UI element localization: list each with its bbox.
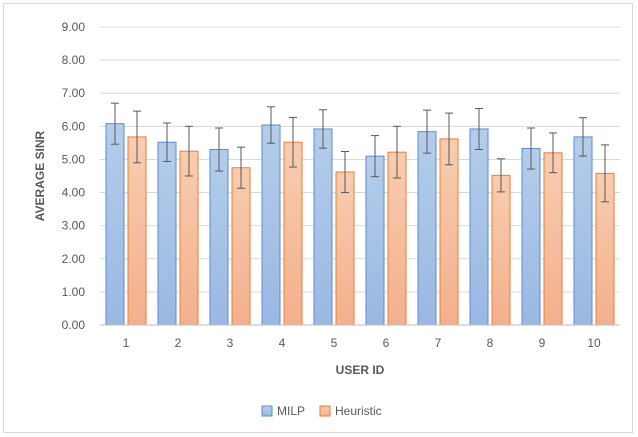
error-bar-heuristic-4 [289, 116, 297, 168]
bar-milp-10 [573, 136, 593, 326]
bar-heuristic-1 [127, 136, 147, 326]
x-tick-label: 2 [175, 336, 182, 350]
bar-milp-3 [209, 149, 229, 326]
y-tick-label: 2.00 [62, 252, 86, 266]
error-bar-milp-7 [423, 109, 431, 154]
error-bar-heuristic-9 [549, 132, 557, 174]
error-bar-heuristic-10 [601, 144, 609, 203]
bar-milp-4 [261, 124, 281, 326]
x-tick-label: 6 [383, 336, 390, 350]
error-bar-milp-6 [371, 135, 379, 178]
y-axis-title: AVERAGE SINR [33, 130, 47, 221]
error-bar-heuristic-7 [445, 112, 453, 166]
bar-heuristic-3 [231, 167, 251, 326]
legend: MILP Heuristic [261, 404, 382, 418]
error-bars [111, 102, 609, 203]
legend-label: Heuristic [335, 404, 382, 418]
bar-heuristic-5 [335, 171, 355, 326]
x-tick-label: 8 [487, 336, 494, 350]
y-tick-label: 9.00 [62, 20, 86, 34]
bar-heuristic-4 [283, 141, 303, 326]
x-tick-label: 4 [279, 336, 286, 350]
y-tick-label: 7.00 [62, 86, 86, 100]
error-bar-milp-5 [319, 109, 327, 149]
bar-heuristic-8 [491, 174, 511, 326]
error-bar-milp-4 [267, 106, 275, 144]
x-tick-label: 7 [435, 336, 442, 350]
bar-milp-8 [469, 128, 489, 326]
x-tick-label: 9 [539, 336, 546, 350]
error-bar-heuristic-8 [497, 158, 505, 193]
y-tick-label: 5.00 [62, 152, 86, 166]
legend-label: MILP [277, 404, 305, 418]
y-tick-label: 8.00 [62, 53, 86, 67]
bar-milp-7 [417, 131, 437, 326]
error-bar-milp-1 [111, 102, 119, 145]
legend-item-milp: MILP [261, 404, 305, 418]
y-tick-label: 4.00 [62, 186, 86, 200]
legend-swatch [319, 405, 331, 417]
bars [105, 123, 615, 326]
x-tick-label: 5 [331, 336, 338, 350]
gridlines [100, 26, 620, 293]
error-bar-milp-8 [475, 107, 483, 151]
error-bar-milp-9 [527, 127, 535, 170]
bar-milp-2 [157, 141, 177, 326]
x-tick-label: 1 [123, 336, 130, 350]
error-bar-heuristic-5 [341, 150, 349, 194]
error-bar-milp-2 [163, 122, 171, 162]
y-axis-ticks: 0.00 1.00 2.00 3.00 4.00 5.00 6.00 7.00 8.00 9.00 [62, 20, 86, 332]
y-tick-label: 3.00 [62, 219, 86, 233]
error-bar-heuristic-2 [185, 125, 193, 177]
y-tick-label: 0.00 [62, 318, 86, 332]
x-tick-label: 3 [227, 336, 234, 350]
x-axis-title: USER ID [336, 363, 385, 377]
x-axis-ticks: 1 2 3 4 5 6 7 8 9 10 [123, 336, 601, 350]
error-bar-milp-3 [215, 127, 223, 172]
y-tick-label: 6.00 [62, 119, 86, 133]
bar-heuristic-9 [543, 152, 563, 326]
legend-swatch [261, 405, 273, 417]
bar-heuristic-2 [179, 150, 199, 326]
error-bar-milp-10 [579, 117, 587, 157]
bar-milp-9 [521, 148, 541, 326]
error-bar-heuristic-6 [393, 125, 401, 179]
bar-milp-1 [105, 123, 125, 326]
bar-milp-5 [313, 128, 333, 326]
error-bar-heuristic-3 [237, 146, 245, 189]
legend-item-heuristic: Heuristic [319, 404, 382, 418]
x-tick-label: 10 [587, 336, 601, 350]
error-bar-heuristic-1 [133, 110, 141, 164]
bar-heuristic-7 [439, 138, 459, 326]
y-tick-label: 1.00 [62, 285, 86, 299]
bar-milp-6 [365, 155, 385, 326]
